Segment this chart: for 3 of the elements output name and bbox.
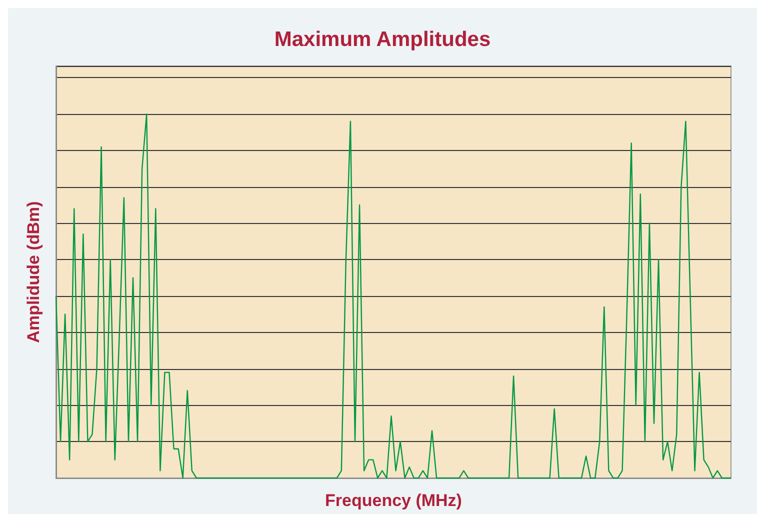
x-axis-title: Frequency (MHz) bbox=[325, 491, 462, 510]
chart-title: Maximum Amplitudes bbox=[274, 28, 491, 51]
y-axis-title: Amplidude (dBm) bbox=[24, 201, 43, 343]
